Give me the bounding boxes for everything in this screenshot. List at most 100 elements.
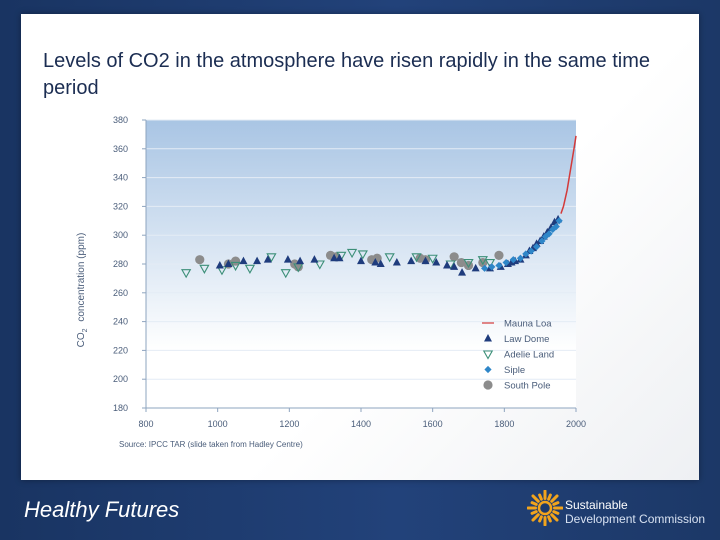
point-law-dome-19 xyxy=(458,268,467,276)
point-law-dome-5 xyxy=(283,255,292,263)
point-siple-13 xyxy=(552,222,560,231)
sun-ray-9 xyxy=(530,501,538,506)
point-siple-11 xyxy=(545,230,553,238)
x-tick-label-2000: 2000 xyxy=(566,419,586,429)
organisation-name: Sustainable Development Commission xyxy=(565,498,705,526)
point-siple-6 xyxy=(522,250,530,258)
point-law-dome-14 xyxy=(407,256,416,265)
point-siple-9 xyxy=(538,237,546,245)
series-mauna-loa xyxy=(560,135,577,214)
y-tick-label-240: 240 xyxy=(113,317,128,327)
point-adelie-land-0 xyxy=(180,269,192,279)
sun-ray-15 xyxy=(552,501,560,506)
y-axis-label-main: concentration (ppm) xyxy=(76,233,87,325)
x-tick-label-800: 800 xyxy=(138,419,153,429)
y-tick-label-340: 340 xyxy=(113,173,128,183)
point-siple-0 xyxy=(481,264,489,272)
point-siple-10 xyxy=(541,233,550,241)
point-adelie-land-16 xyxy=(463,259,474,269)
point-siple-12 xyxy=(549,225,557,234)
point-siple-8 xyxy=(532,243,541,251)
point-siple-5 xyxy=(516,254,525,262)
series-siple xyxy=(481,217,563,272)
point-adelie-land-17 xyxy=(477,256,488,266)
y-axis-label-prefix: CO xyxy=(76,332,87,347)
legend: Mauna Loa Law Dome Adelie Land Siple South P… xyxy=(482,319,554,392)
series-line-mauna-loa xyxy=(560,135,577,214)
point-law-dome-30 xyxy=(532,239,541,247)
y-tick-labels: 180 200 220 240 260 280 300 320 340 360 380 xyxy=(113,115,146,413)
point-law-dome-16 xyxy=(432,258,441,266)
point-south-pole-11 xyxy=(449,252,459,262)
point-adelie-land-13 xyxy=(411,253,422,263)
point-siple-7 xyxy=(527,247,535,255)
legend-label-south-pole: South Pole xyxy=(504,381,550,392)
y-tick-label-300: 300 xyxy=(113,230,128,240)
point-adelie-land-3 xyxy=(230,261,241,272)
point-law-dome-13 xyxy=(392,258,401,266)
y-tick-label-260: 260 xyxy=(113,288,128,298)
point-adelie-land-11 xyxy=(357,250,368,260)
y-tick-label-280: 280 xyxy=(113,259,128,269)
legend-label-law-dome: Law Dome xyxy=(504,334,549,345)
point-law-dome-1 xyxy=(224,259,233,267)
x-tick-label-1200: 1200 xyxy=(279,419,299,429)
point-law-dome-9 xyxy=(335,253,344,262)
point-adelie-land-14 xyxy=(427,254,438,264)
legend-marker-south-pole xyxy=(483,380,493,390)
x-tick-label-1400: 1400 xyxy=(351,419,371,429)
sun-ray-6 xyxy=(531,513,540,522)
source-note: Source: IPCC TAR (slide taken from Hadle… xyxy=(119,440,303,449)
point-law-dome-3 xyxy=(253,256,262,265)
point-siple-2 xyxy=(495,261,503,270)
co2-chart: 180 200 220 240 260 280 300 320 340 360 380 800 100… xyxy=(76,115,586,429)
point-south-pole-4 xyxy=(293,262,303,272)
point-adelie-land-18 xyxy=(484,259,496,269)
point-law-dome-20 xyxy=(471,263,480,272)
sun-ray-5 xyxy=(538,515,543,523)
sun-ray-13 xyxy=(547,493,552,501)
sun-ray-2 xyxy=(550,513,559,522)
legend-marker-adelie-land xyxy=(482,350,494,360)
healthy-futures-logo: Healthy Futures xyxy=(24,497,179,522)
point-siple-4 xyxy=(509,256,517,264)
y-axis-label: CO2 concentration (ppm) xyxy=(76,233,89,348)
point-south-pole-2 xyxy=(230,256,241,266)
y-tick-label-320: 320 xyxy=(113,201,128,211)
point-law-dome-10 xyxy=(357,256,365,265)
y-tick-label-380: 380 xyxy=(113,115,128,125)
y-tick-label-220: 220 xyxy=(113,345,128,355)
legend-marker-siple xyxy=(484,365,492,374)
point-adelie-land-6 xyxy=(280,269,291,279)
y-axis-label-subscript: 2 xyxy=(82,328,89,332)
data-marks xyxy=(180,135,577,279)
y-tick-label-360: 360 xyxy=(113,144,128,154)
x-tick-label-1000: 1000 xyxy=(208,419,228,429)
point-adelie-land-10 xyxy=(346,248,358,259)
point-law-dome-7 xyxy=(310,255,319,263)
point-siple-1 xyxy=(488,263,496,271)
legend-label-mauna-loa: Mauna Loa xyxy=(504,319,552,330)
healthy-futures-logo-text: Healthy Futures xyxy=(24,497,179,522)
organisation-name-line2: Development Commission xyxy=(565,512,706,526)
sun-ray-14 xyxy=(550,494,559,503)
point-law-dome-6 xyxy=(296,256,305,265)
point-south-pole-15 xyxy=(494,250,504,260)
y-tick-label-200: 200 xyxy=(113,374,128,384)
point-law-dome-8 xyxy=(330,253,339,262)
point-law-dome-18 xyxy=(450,262,459,270)
legend-label-adelie-land: Adelie Land xyxy=(504,350,554,361)
legend-marker-law-dome xyxy=(484,334,492,342)
x-tick-label-1800: 1800 xyxy=(494,419,514,429)
point-law-dome-0 xyxy=(215,260,224,269)
point-law-dome-11 xyxy=(371,258,380,266)
organisation-name-line1: Sustainable xyxy=(565,498,628,512)
x-tick-labels: 800 1000 1200 1400 1600 1800 2000 xyxy=(138,408,586,429)
sun-ray-11 xyxy=(538,493,543,501)
x-tick-label-1600: 1600 xyxy=(423,419,443,429)
sun-ray-7 xyxy=(530,510,538,515)
series-adelie-land xyxy=(180,248,496,279)
point-law-dome-4 xyxy=(263,255,272,263)
point-adelie-land-8 xyxy=(314,260,325,270)
point-law-dome-12 xyxy=(376,259,385,267)
